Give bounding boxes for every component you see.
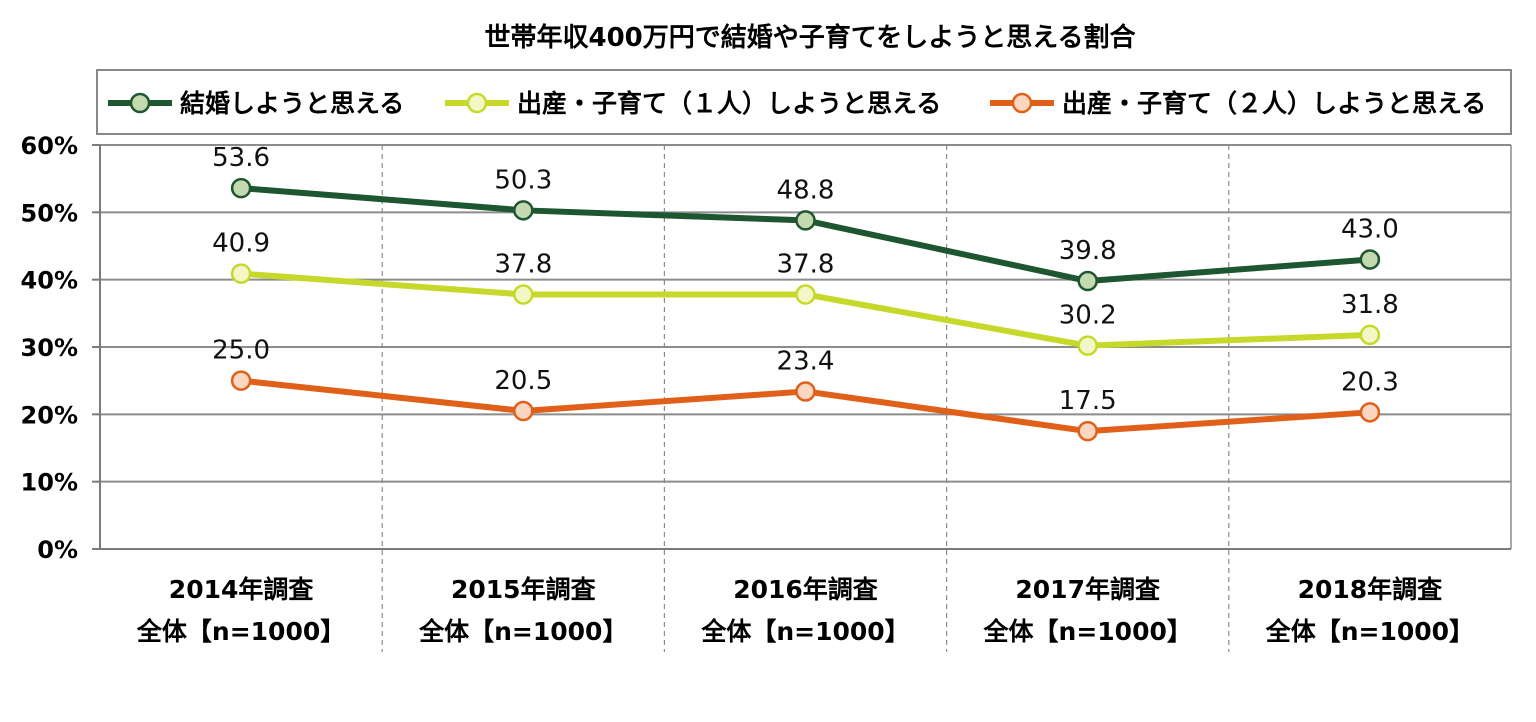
series-group bbox=[230, 177, 1381, 442]
y-tick-label: 40% bbox=[21, 267, 78, 295]
data-label: 20.5 bbox=[494, 366, 552, 396]
x-tick-label-line2: 全体【n=1000】 bbox=[136, 617, 345, 646]
y-tick-label: 60% bbox=[21, 132, 78, 160]
legend: 結婚しようと思える 出産・子育て（１人）しようと思える 出産・子育て（２人）しようと… bbox=[108, 89, 1486, 118]
legend-label-3: 出産・子育て（２人）しようと思える bbox=[1062, 89, 1486, 118]
series-3-point bbox=[513, 400, 534, 422]
y-tick-label: 30% bbox=[21, 334, 78, 362]
legend-label-1: 結婚しようと思える bbox=[180, 89, 404, 118]
series-1-point bbox=[795, 210, 816, 231]
series-1-point bbox=[1077, 270, 1098, 292]
data-label: 53.6 bbox=[212, 143, 270, 173]
series-3-point bbox=[230, 370, 252, 391]
legend-marker-2 bbox=[466, 92, 488, 114]
data-label: 31.8 bbox=[1341, 290, 1399, 320]
data-label: 20.3 bbox=[1341, 367, 1399, 397]
y-tick-label: 10% bbox=[21, 469, 78, 497]
series-3-point bbox=[1359, 402, 1381, 423]
y-tick-label: 50% bbox=[21, 199, 78, 227]
legend-marker-1 bbox=[129, 92, 151, 114]
y-axis-ticks: 0% 10% 20% 30% 40% 50% 60% bbox=[21, 132, 78, 564]
series-2-point bbox=[230, 263, 252, 284]
data-label: 17.5 bbox=[1059, 386, 1117, 416]
data-label: 43.0 bbox=[1341, 214, 1399, 244]
data-label: 50.3 bbox=[494, 165, 552, 195]
data-label: 23.4 bbox=[777, 346, 835, 376]
legend-box bbox=[96, 69, 1512, 135]
data-label: 37.8 bbox=[777, 249, 835, 279]
series-2-point bbox=[1077, 335, 1098, 356]
series-2-point bbox=[795, 284, 816, 305]
x-tick-label-line2: 全体【n=1000】 bbox=[700, 617, 909, 646]
x-tick-label-line1: 2016年調査 bbox=[733, 575, 878, 604]
x-tick-label-line1: 2017年調査 bbox=[1015, 575, 1160, 604]
legend-label-2: 出産・子育て（１人）しようと思える bbox=[517, 89, 941, 118]
series-3-point bbox=[1077, 420, 1098, 442]
series-2-point bbox=[1359, 324, 1381, 346]
legend-marker-3 bbox=[1011, 92, 1033, 114]
series-1-point bbox=[513, 200, 534, 221]
y-tick-label: 20% bbox=[21, 401, 78, 429]
y-tick-label: 0% bbox=[37, 536, 78, 564]
chart-title: 世帯年収400万円で結婚や子育てをしようと思える割合 bbox=[485, 22, 1137, 53]
data-label: 39.8 bbox=[1059, 236, 1117, 266]
x-tick-label-line2: 全体【n=1000】 bbox=[1265, 617, 1474, 646]
data-label: 30.2 bbox=[1059, 301, 1117, 331]
axes bbox=[92, 144, 1511, 550]
series-3-point bbox=[795, 381, 816, 402]
data-labels: 53.6 50.3 48.8 39.8 43.0 40.9 37.8 37.8 30.2 31.8… bbox=[212, 143, 1399, 416]
x-tick-label-line1: 2015年調査 bbox=[451, 575, 596, 604]
data-label: 37.8 bbox=[494, 249, 552, 279]
data-label: 25.0 bbox=[212, 336, 270, 366]
x-tick-label-line2: 全体【n=1000】 bbox=[983, 617, 1192, 646]
series-1-point bbox=[1359, 249, 1381, 270]
x-tick-label-line1: 2014年調査 bbox=[169, 575, 314, 604]
data-label: 40.9 bbox=[212, 229, 270, 259]
series-2-point bbox=[513, 284, 534, 305]
series-1-point bbox=[230, 177, 252, 199]
data-label: 48.8 bbox=[777, 175, 835, 205]
x-tick-label-line1: 2018年調査 bbox=[1298, 575, 1443, 604]
x-tick-label-line2: 全体【n=1000】 bbox=[418, 617, 627, 646]
